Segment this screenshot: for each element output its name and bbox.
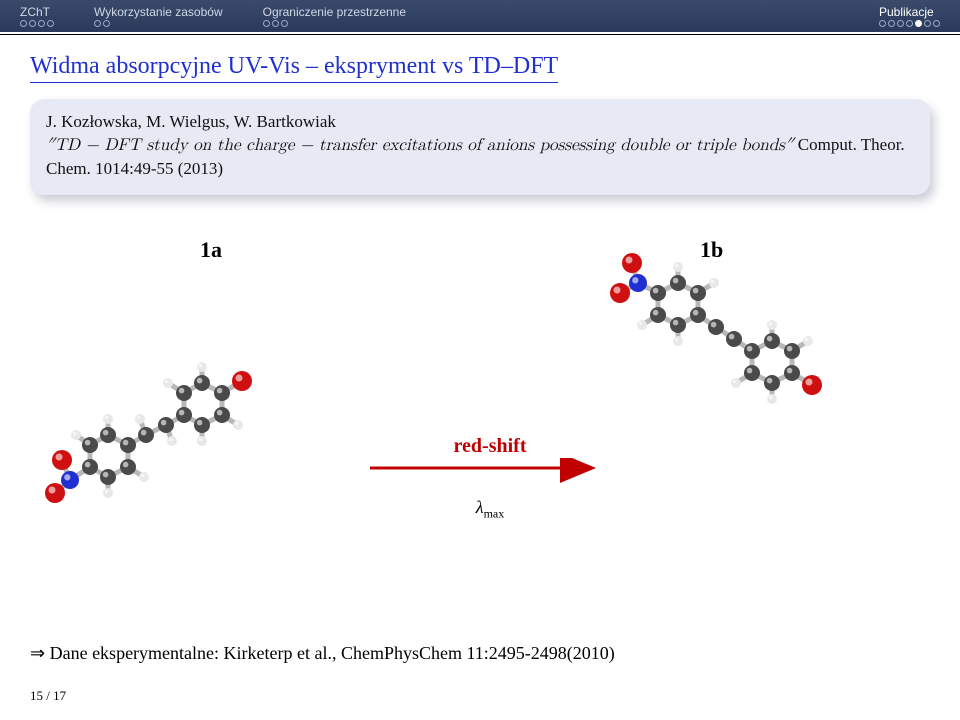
lambda-label: λmax bbox=[360, 497, 620, 522]
nav-progress-dots bbox=[263, 20, 288, 27]
nav-item-publikacje[interactable]: Publikacje bbox=[859, 0, 960, 32]
lambda-sub: max bbox=[484, 506, 505, 520]
redshift-label: red-shift bbox=[360, 435, 620, 458]
nav-label: Ograniczenie przestrzenne bbox=[263, 5, 406, 19]
figure-area: 1a 1b red-shift λmax bbox=[30, 245, 930, 605]
slide-title: Widma absorpcyjne UV-Vis – ekspryment vs… bbox=[30, 53, 558, 83]
page-counter: 15 / 17 bbox=[30, 688, 66, 704]
nav-item-zcht[interactable]: ZChT bbox=[0, 0, 74, 32]
ref-quote: ″TD − DFT study on the charge − transfer… bbox=[46, 137, 794, 154]
ref-authors: J. Kozłowska, M. Wielgus, W. Bartkowiak bbox=[46, 112, 336, 131]
nav-progress-dots bbox=[94, 20, 110, 27]
implies-symbol: ⇒ bbox=[30, 643, 45, 663]
molecule-diagram bbox=[30, 245, 930, 575]
nav-label: Publikacje bbox=[879, 5, 934, 19]
nav-progress-dots bbox=[20, 20, 54, 27]
redshift-arrow bbox=[360, 458, 620, 488]
lambda-symbol: λ bbox=[476, 497, 484, 517]
nav-label: Wykorzystanie zasobów bbox=[94, 5, 223, 19]
nav-progress-dots bbox=[879, 20, 940, 27]
nav-item-zasoby[interactable]: Wykorzystanie zasobów bbox=[74, 0, 243, 32]
nav-label: ZChT bbox=[20, 5, 50, 19]
bottom-reference: ⇒ Dane eksperymentalne: Kirketerp et al.… bbox=[30, 643, 930, 664]
arrow-area: red-shift λmax bbox=[360, 435, 620, 522]
nav-bar: ZChT Wykorzystanie zasobów Ograniczenie … bbox=[0, 0, 960, 32]
experimental-data-cite: Dane eksperymentalne: Kirketerp et al., … bbox=[45, 643, 615, 663]
reference-box: J. Kozłowska, M. Wielgus, W. Bartkowiak … bbox=[30, 99, 930, 195]
slide-content: Widma absorpcyjne UV-Vis – ekspryment vs… bbox=[0, 35, 960, 605]
nav-item-ograniczenie[interactable]: Ograniczenie przestrzenne bbox=[243, 0, 426, 32]
